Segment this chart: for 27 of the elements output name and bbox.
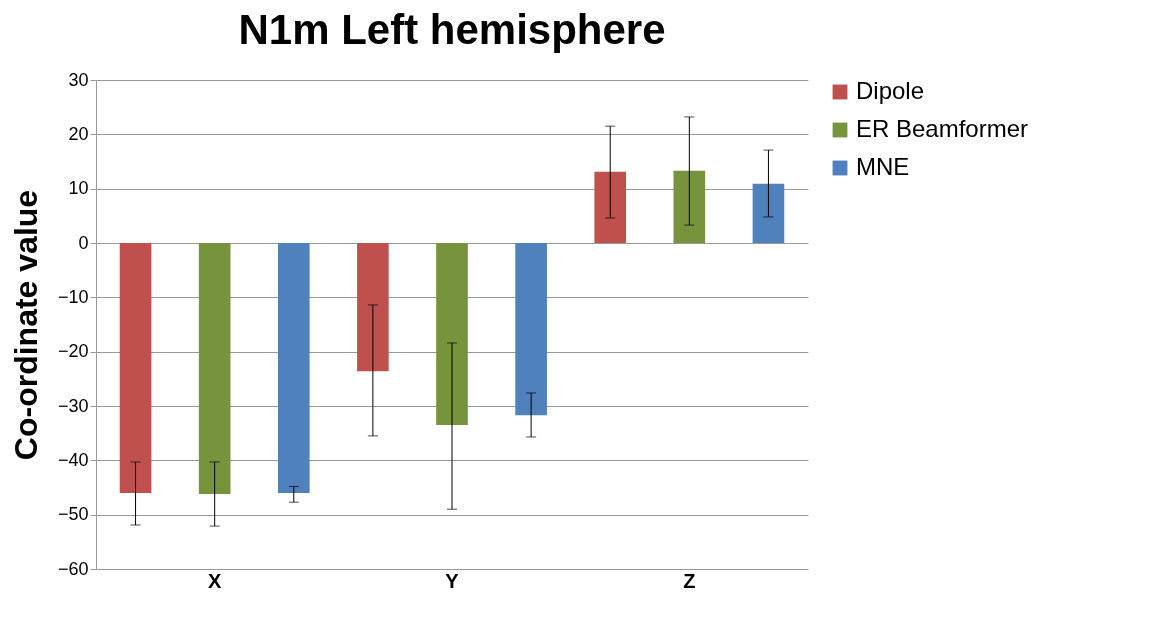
bar <box>515 243 547 416</box>
legend-label: ER Beamformer <box>856 115 1029 142</box>
y-tick-label: −10 <box>57 286 89 307</box>
y-tick-label: 10 <box>68 178 89 199</box>
y-tick-label: −30 <box>57 395 89 416</box>
bar <box>357 243 389 372</box>
x-tick-label: Z <box>683 569 696 592</box>
legend-label: MNE <box>856 153 910 180</box>
y-tick-label: −40 <box>57 449 89 470</box>
y-tick-label: 0 <box>78 232 89 253</box>
x-tick-label: Y <box>445 569 460 592</box>
y-tick-label: −20 <box>57 341 89 362</box>
x-tick-label: X <box>207 569 222 592</box>
chart-title: N1m Left hemisphere <box>238 6 666 53</box>
bar <box>119 243 152 493</box>
bar <box>673 170 706 243</box>
y-tick-label: −60 <box>57 558 89 579</box>
y-tick-label: 30 <box>68 69 89 90</box>
bar <box>594 171 627 243</box>
bar <box>198 243 231 495</box>
bar <box>277 243 310 493</box>
bar <box>436 243 468 426</box>
y-tick-label: −50 <box>57 504 89 525</box>
bar <box>752 183 785 243</box>
legend-label: Dipole <box>856 77 925 104</box>
y-tick-label: 20 <box>68 123 89 144</box>
y-axis-title: Co-ordinate value <box>7 189 44 461</box>
